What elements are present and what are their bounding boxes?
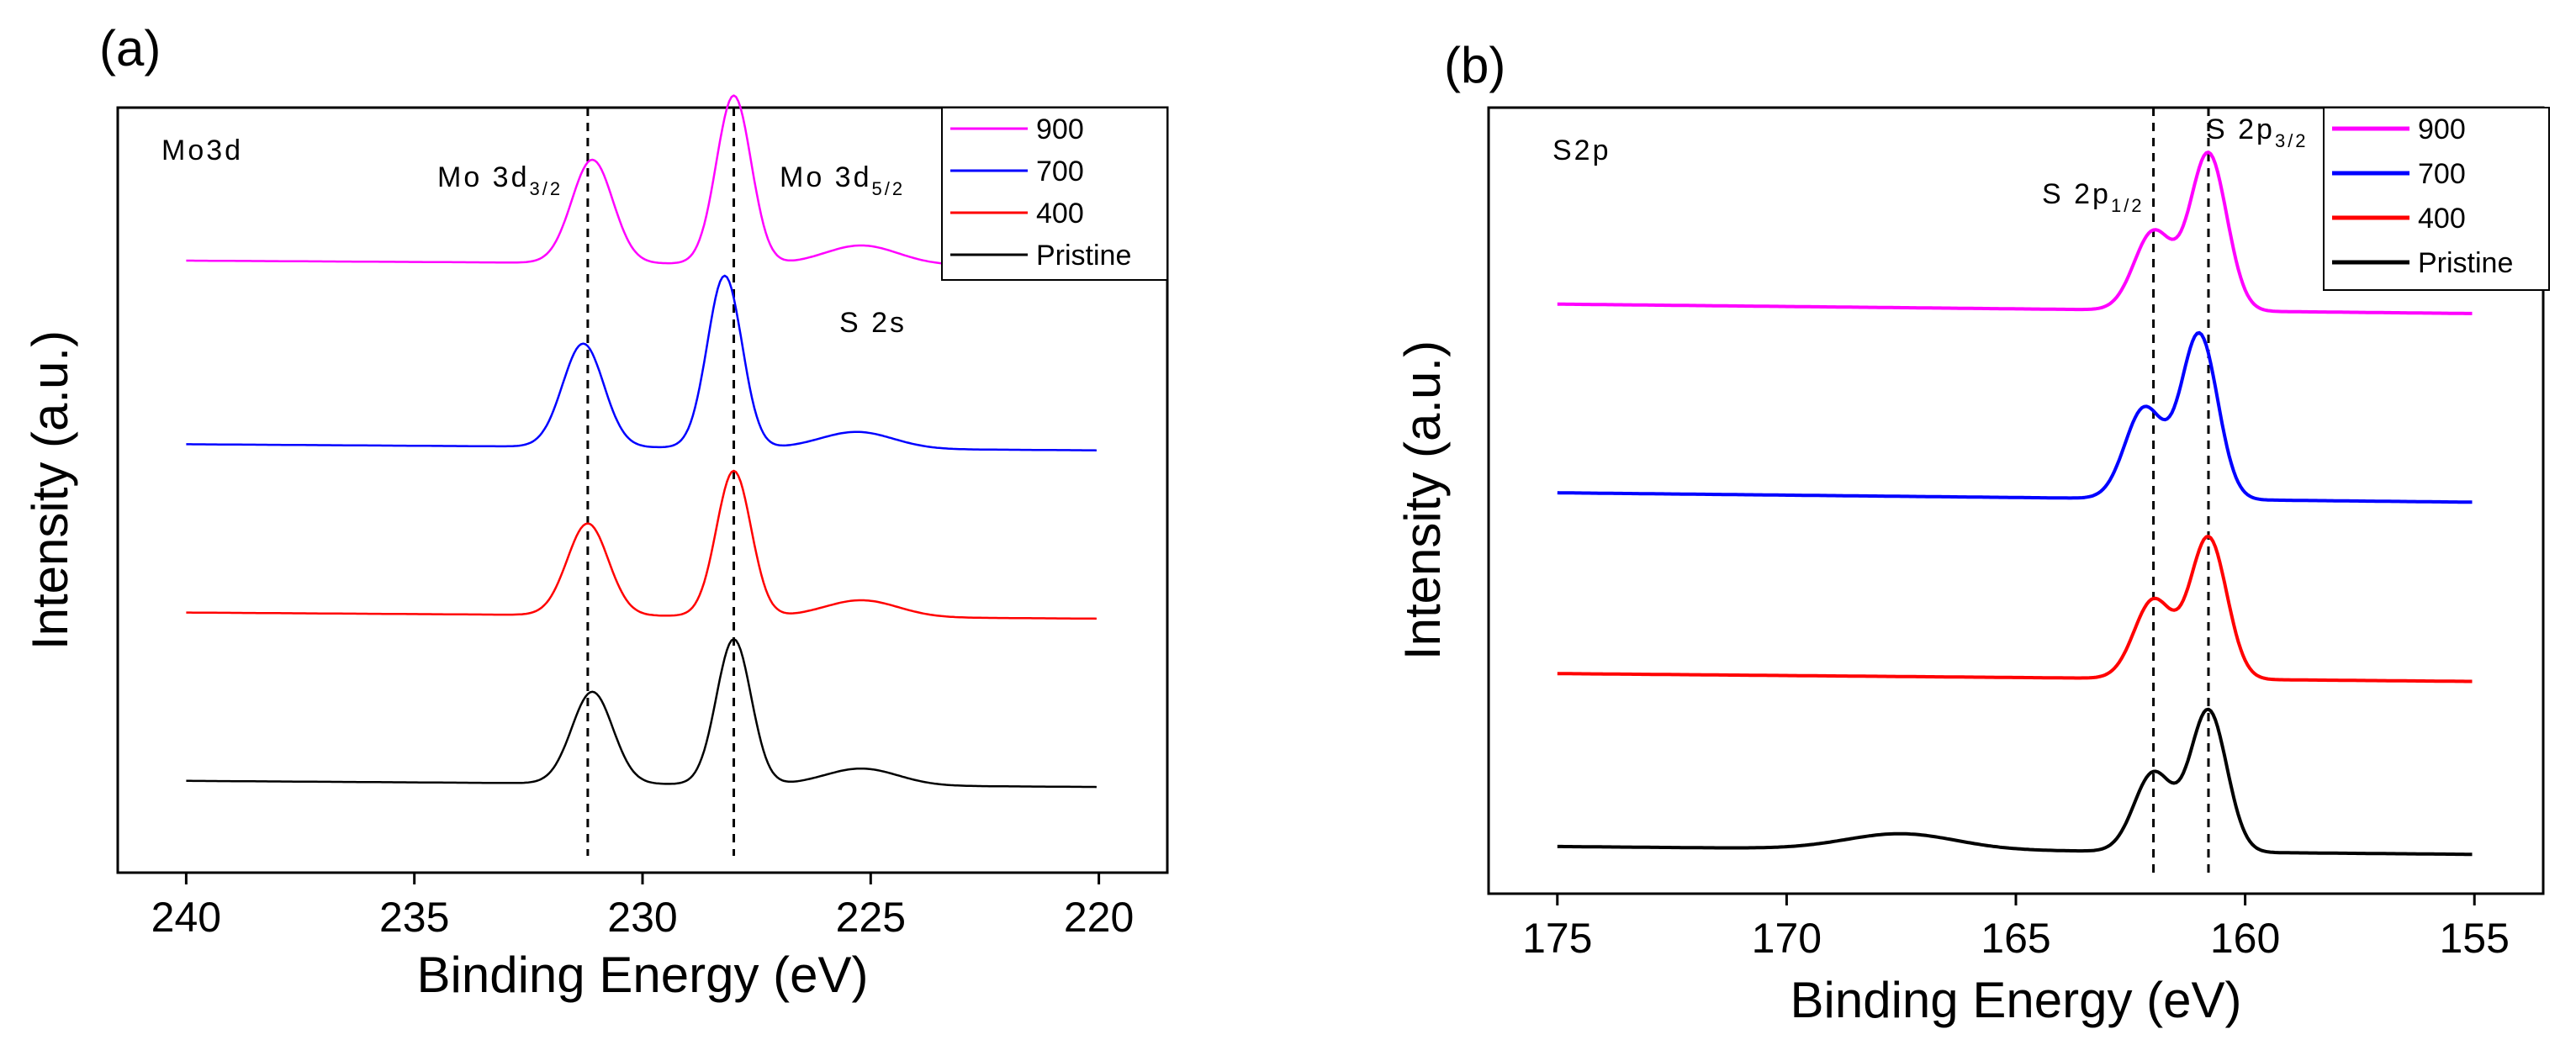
series-line-400 [1557, 535, 2473, 683]
x-tick-label-235: 235 [379, 894, 449, 941]
series-line-700 [186, 274, 1097, 451]
legend-label-900: 900 [2418, 113, 2466, 145]
series-line-pristine [1557, 707, 2473, 857]
panel-a-label: (a) [99, 20, 161, 77]
panel-a-legend: 900 700 400 Pristine [941, 107, 1168, 281]
panel-a-xlabel: Binding Energy (eV) [417, 947, 869, 1003]
x-tick-label-160: 160 [2210, 915, 2280, 962]
legend-label-700: 700 [2418, 158, 2466, 190]
x-tick-label-230: 230 [607, 894, 677, 941]
panel-b-series [1557, 150, 2473, 857]
annotation-s2s: S 2s [839, 307, 907, 339]
x-tick-label-155: 155 [2439, 915, 2509, 962]
x-tick-label-240: 240 [151, 894, 221, 941]
x-tick-label-170: 170 [1752, 915, 1822, 962]
panel-b-legend-box [2323, 107, 2550, 291]
panel-a-ylabel: Intensity (a.u.) [22, 330, 78, 650]
x-tick-label-175: 175 [1522, 915, 1592, 962]
annotation-s2p-3-2: S 2p3/2 [2206, 113, 2309, 151]
panel-b-xlabel: Binding Energy (eV) [1791, 972, 2242, 1028]
panel-a: (a) Mo3d Binding Energy (eV) Intensity (… [22, 20, 1169, 1003]
panel-a-dashed-lines [586, 108, 736, 856]
x-tick-label-220: 220 [1064, 894, 1134, 941]
panel-b-x-ticks: 175 170 165 160 155 [1522, 894, 2510, 962]
panel-b-ylabel: Intensity (a.u.) [1394, 340, 1451, 660]
panel-b: (b) S2p Binding Energy (eV) Intensity (a… [1394, 37, 2550, 1028]
series-line-400 [186, 469, 1097, 620]
legend-label-700: 700 [1036, 156, 1084, 187]
series-line-900 [1557, 150, 2473, 315]
legend-label-pristine: Pristine [1036, 240, 1131, 272]
panel-b-legend: 900 700 400 Pristine [2323, 107, 2550, 291]
panel-b-dashed-lines [2152, 108, 2210, 877]
legend-label-900: 900 [1036, 113, 1084, 145]
series-line-pristine [186, 637, 1097, 789]
x-tick-label-225: 225 [836, 894, 906, 941]
panel-b-label: (b) [1444, 37, 1505, 93]
legend-label-400: 400 [2418, 203, 2466, 235]
series-line-700 [1557, 330, 2473, 504]
legend-label-pristine: Pristine [2418, 247, 2513, 279]
annotation-mo3d-3-2: Mo 3d3/2 [437, 161, 563, 199]
panel-b-title: S2p [1552, 135, 1611, 166]
panel-a-legend-box [941, 107, 1168, 281]
annotation-s2p-1-2: S 2p1/2 [2042, 178, 2145, 216]
panel-a-title: Mo3d [161, 135, 243, 166]
legend-label-400: 400 [1036, 198, 1084, 230]
annotation-mo3d-5-2: Mo 3d5/2 [780, 161, 905, 199]
panel-a-x-ticks: 240 235 230 225 220 [151, 873, 1134, 941]
x-tick-label-165: 165 [1981, 915, 2050, 962]
